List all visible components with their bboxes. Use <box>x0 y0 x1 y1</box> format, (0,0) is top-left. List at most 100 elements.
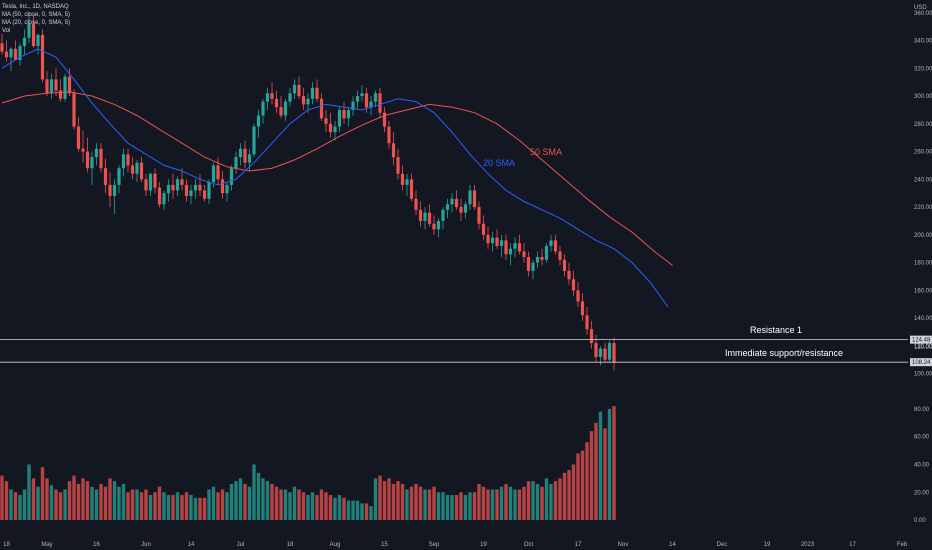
volume-bar <box>40 467 45 521</box>
time-tick-label: 14 <box>669 542 676 548</box>
candle-body <box>63 76 67 99</box>
volume-bar <box>535 483 540 521</box>
volume-bar <box>117 486 121 521</box>
volume-bar <box>171 495 175 521</box>
volume-bar <box>387 478 391 521</box>
volume-bar <box>472 492 477 521</box>
candle-body <box>333 126 337 133</box>
volume-bar <box>108 478 112 521</box>
candle-body <box>180 179 184 185</box>
volume-bar <box>436 492 441 521</box>
candle-body <box>418 209 423 221</box>
candle-body <box>463 204 468 213</box>
time-tick-label: Feb <box>897 542 908 548</box>
candle-body <box>211 165 216 183</box>
volume-bar <box>364 503 369 521</box>
volume-bar <box>76 483 81 521</box>
volume-bar <box>594 422 598 521</box>
volume-bar <box>63 489 67 521</box>
volume-bar <box>31 478 36 521</box>
volume-bar <box>99 483 103 521</box>
resistance-annotation: Resistance 1 <box>750 325 803 335</box>
volume-bar <box>144 489 148 521</box>
candle-body <box>9 48 13 58</box>
legend-sma20[interactable]: MA (20, close, 0, SMA, 5) <box>2 20 71 26</box>
volume-bar <box>580 450 585 521</box>
candle-body <box>117 168 121 185</box>
volume-bar <box>103 486 108 521</box>
candle-body <box>157 187 162 205</box>
volume-tick-label: 20.00 <box>914 490 930 496</box>
legend-volume[interactable]: Vol <box>2 28 11 34</box>
volume-bar <box>175 492 180 521</box>
candle-body <box>72 93 76 127</box>
volume-bar <box>409 486 414 521</box>
candle-body <box>562 259 567 271</box>
time-tick-label: 18 <box>3 542 10 548</box>
volume-bar <box>0 475 4 521</box>
volume-bar <box>274 486 279 521</box>
volume-bar <box>499 486 504 521</box>
price-tick-label: 300.00 <box>914 94 932 100</box>
volume-bar <box>18 495 22 521</box>
volume-bar <box>486 489 490 521</box>
partial-axis-label: 130.00 <box>914 345 932 351</box>
candle-body <box>148 173 153 191</box>
candle-body <box>522 251 526 258</box>
candle-body <box>517 243 522 252</box>
price-tick-label: 340.00 <box>914 39 932 45</box>
volume-bar <box>531 481 535 521</box>
price-tick-label: 180.00 <box>914 261 932 267</box>
candle-body <box>477 207 481 224</box>
volume-bar <box>247 486 252 521</box>
sma20-annotation: 20 SMA <box>483 158 516 168</box>
candle-body <box>603 348 607 360</box>
volume-bar <box>544 478 549 521</box>
volume-bar <box>405 489 409 521</box>
candle-body <box>432 223 436 230</box>
volume-bar <box>585 442 589 521</box>
volume-bar <box>589 431 594 521</box>
sma20-line <box>1 48 669 308</box>
volume-bar <box>382 481 387 521</box>
candle-body <box>589 329 594 344</box>
candle-body <box>103 168 108 185</box>
price-tick-label: 140.00 <box>914 316 932 322</box>
sma50-annotation: 50 SMA <box>530 147 563 157</box>
candle-body <box>4 51 9 58</box>
candle-body <box>580 301 585 316</box>
volume-bar <box>571 464 576 521</box>
candle-body <box>184 184 189 196</box>
volume-bar <box>238 478 243 521</box>
volume-bar <box>481 486 486 521</box>
currency-label: USD <box>914 5 927 11</box>
candle-body <box>607 343 612 360</box>
volume-bar <box>342 497 346 521</box>
volume-bar <box>337 495 342 521</box>
legend-sma50[interactable]: MA (50, close, 0, SMA, 5) <box>2 12 71 18</box>
candle-body <box>585 315 589 330</box>
candle-body <box>139 162 144 180</box>
candle-body <box>490 237 495 244</box>
volume-bar <box>562 472 567 521</box>
candle-body <box>526 257 531 271</box>
volume-bar <box>333 497 337 521</box>
candle-body <box>495 237 499 246</box>
volume-bar <box>540 486 544 521</box>
candle-body <box>265 93 270 102</box>
volume-bar <box>27 464 31 521</box>
volume-bar <box>139 492 144 521</box>
volume-bar <box>13 492 18 521</box>
candle-body <box>549 240 553 246</box>
volume-bar <box>22 489 27 521</box>
volume-bar <box>346 500 351 521</box>
volume-bar <box>229 483 234 521</box>
volume-bar <box>459 492 463 521</box>
volume-bar <box>45 478 49 521</box>
candle-body <box>162 193 166 205</box>
candle-body <box>571 279 576 291</box>
candle-body <box>306 98 310 105</box>
symbol-title[interactable]: Tesla, Inc., 1D, NASDAQ <box>2 4 69 10</box>
